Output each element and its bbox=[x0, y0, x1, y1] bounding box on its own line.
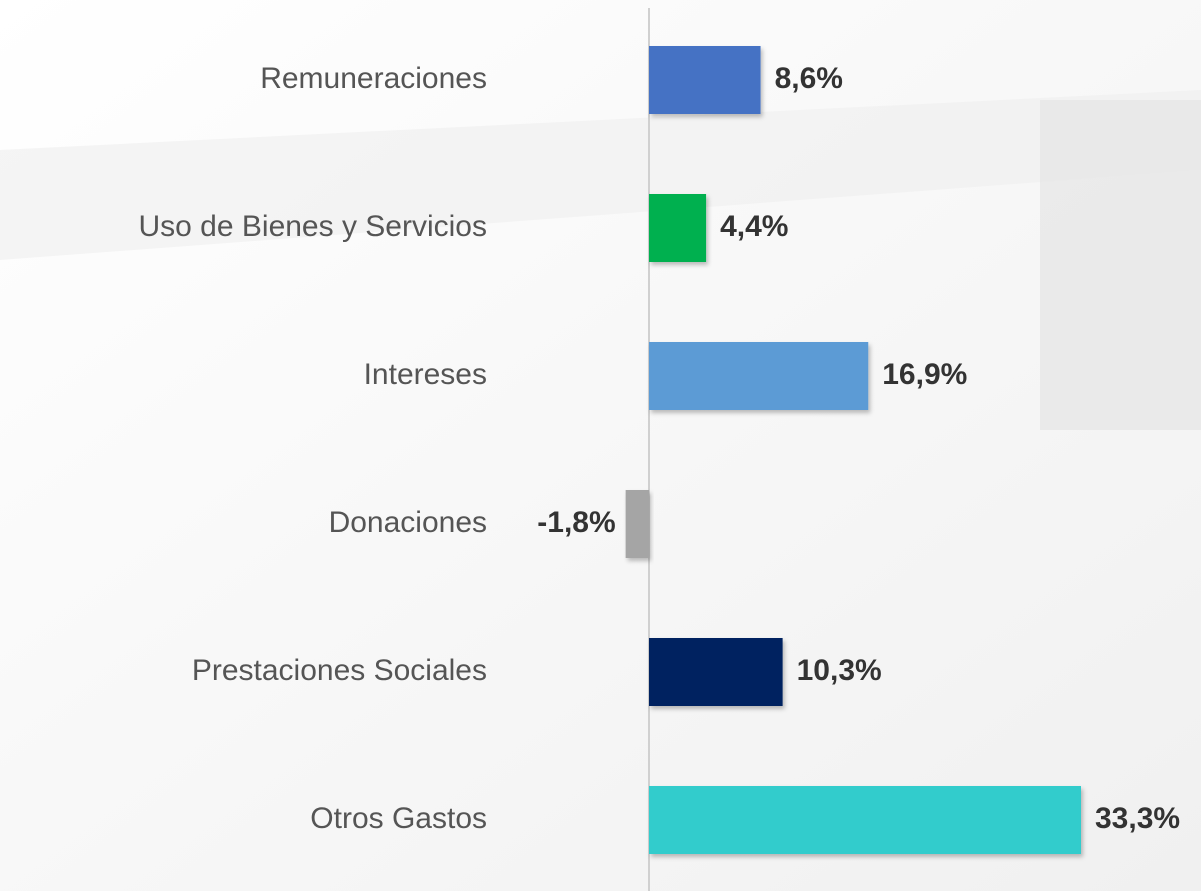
bar bbox=[649, 786, 1081, 854]
value-label: 16,9% bbox=[882, 358, 967, 391]
bar bbox=[649, 342, 868, 410]
category-label: Otros Gastos bbox=[310, 802, 487, 835]
value-label: 4,4% bbox=[720, 210, 788, 243]
value-label: 8,6% bbox=[775, 62, 843, 95]
value-label: 10,3% bbox=[797, 654, 882, 687]
value-label: 33,3% bbox=[1095, 802, 1180, 835]
background-building bbox=[1040, 100, 1201, 430]
value-label: -1,8% bbox=[537, 506, 615, 539]
category-label: Uso de Bienes y Servicios bbox=[139, 210, 488, 243]
bar bbox=[649, 46, 761, 114]
category-label: Remuneraciones bbox=[260, 62, 487, 95]
category-label: Donaciones bbox=[329, 506, 487, 539]
bar bbox=[649, 638, 783, 706]
page: {"chart_data": {"type": "bar", "orientat… bbox=[0, 0, 1201, 891]
bar bbox=[626, 490, 649, 558]
bar bbox=[649, 194, 706, 262]
chart: 8,6% Remuneraciones 4,4% Uso de Bienes y Se… bbox=[0, 0, 1201, 891]
category-label: Intereses bbox=[364, 358, 487, 391]
category-label: Prestaciones Sociales bbox=[192, 654, 487, 687]
